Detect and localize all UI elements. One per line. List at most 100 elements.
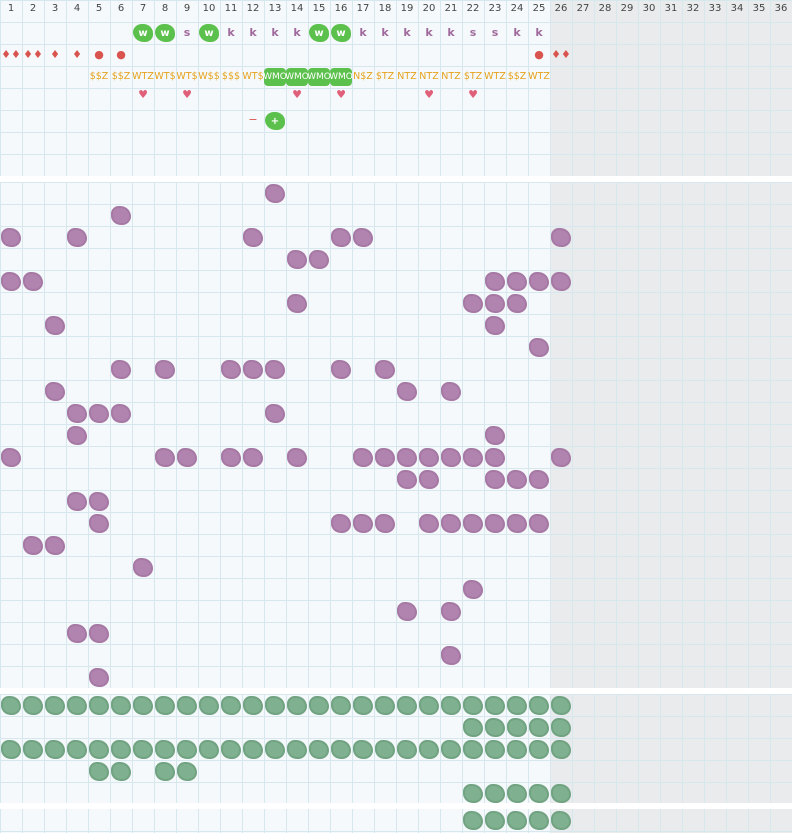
green-blob-icon[interactable] xyxy=(309,696,329,715)
green-blob-icon[interactable] xyxy=(485,784,505,803)
green-blob-icon[interactable] xyxy=(45,740,65,759)
green-blob-icon[interactable] xyxy=(265,696,285,715)
green-blob-icon[interactable] xyxy=(551,811,571,830)
purple-blob-icon[interactable] xyxy=(485,470,505,489)
green-blob-icon[interactable] xyxy=(111,762,131,781)
purple-blob-icon[interactable] xyxy=(375,514,395,533)
purple-blob-icon[interactable] xyxy=(45,536,65,555)
green-blob-icon[interactable] xyxy=(551,696,571,715)
purple-blob-icon[interactable] xyxy=(397,470,417,489)
purple-blob-icon[interactable] xyxy=(221,360,241,379)
purple-blob-icon[interactable] xyxy=(529,338,549,357)
green-blob-icon[interactable] xyxy=(1,696,21,715)
purple-blob-icon[interactable] xyxy=(111,360,131,379)
green-blob-icon[interactable] xyxy=(265,740,285,759)
purple-blob-icon[interactable] xyxy=(331,360,351,379)
green-blob-icon[interactable] xyxy=(353,696,373,715)
purple-blob-icon[interactable] xyxy=(441,602,461,621)
purple-blob-icon[interactable] xyxy=(265,404,285,423)
purple-blob-icon[interactable] xyxy=(551,228,571,247)
green-blob-icon[interactable] xyxy=(331,696,351,715)
purple-blob-icon[interactable] xyxy=(331,228,351,247)
purple-blob-icon[interactable] xyxy=(155,448,175,467)
green-blob-icon[interactable] xyxy=(111,696,131,715)
purple-blob-icon[interactable] xyxy=(441,514,461,533)
green-blob-icon[interactable] xyxy=(111,740,131,759)
green-blob-icon[interactable] xyxy=(243,740,263,759)
green-blob-icon[interactable] xyxy=(507,718,527,737)
purple-blob-icon[interactable] xyxy=(551,272,571,291)
green-blob-icon[interactable] xyxy=(419,740,439,759)
purple-blob-icon[interactable] xyxy=(177,448,197,467)
green-blob-icon[interactable] xyxy=(89,762,109,781)
purple-blob-icon[interactable] xyxy=(309,250,329,269)
purple-blob-icon[interactable] xyxy=(529,470,549,489)
purple-blob-icon[interactable] xyxy=(1,228,21,247)
green-blob-icon[interactable] xyxy=(177,740,197,759)
purple-blob-icon[interactable] xyxy=(89,404,109,423)
green-blob-icon[interactable] xyxy=(45,696,65,715)
purple-blob-icon[interactable] xyxy=(89,514,109,533)
green-blob-icon[interactable] xyxy=(67,740,87,759)
purple-blob-icon[interactable] xyxy=(353,448,373,467)
purple-blob-icon[interactable] xyxy=(463,294,483,313)
purple-blob-icon[interactable] xyxy=(375,448,395,467)
green-blob-icon[interactable] xyxy=(419,696,439,715)
green-blob-icon[interactable] xyxy=(529,784,549,803)
row3-code-badge[interactable]: WMO xyxy=(286,68,308,86)
purple-blob-icon[interactable] xyxy=(485,272,505,291)
green-blob-icon[interactable] xyxy=(551,740,571,759)
green-blob-icon[interactable] xyxy=(67,696,87,715)
purple-blob-icon[interactable] xyxy=(529,272,549,291)
purple-blob-icon[interactable] xyxy=(133,558,153,577)
purple-blob-icon[interactable] xyxy=(463,448,483,467)
purple-blob-icon[interactable] xyxy=(287,448,307,467)
purple-blob-icon[interactable] xyxy=(67,404,87,423)
green-blob-icon[interactable] xyxy=(529,740,549,759)
purple-blob-icon[interactable] xyxy=(441,448,461,467)
row3-code-badge[interactable]: WMO xyxy=(330,68,352,86)
purple-blob-icon[interactable] xyxy=(23,272,43,291)
green-blob-icon[interactable] xyxy=(529,718,549,737)
w-badge-icon[interactable]: w xyxy=(331,24,351,42)
purple-blob-icon[interactable] xyxy=(287,294,307,313)
green-blob-icon[interactable] xyxy=(23,740,43,759)
purple-blob-icon[interactable] xyxy=(265,360,285,379)
green-blob-icon[interactable] xyxy=(1,740,21,759)
w-badge-icon[interactable]: w xyxy=(309,24,329,42)
purple-blob-icon[interactable] xyxy=(265,184,285,203)
green-blob-icon[interactable] xyxy=(507,696,527,715)
minus-icon[interactable]: − xyxy=(248,113,258,126)
purple-blob-icon[interactable] xyxy=(375,360,395,379)
purple-blob-icon[interactable] xyxy=(551,448,571,467)
purple-blob-icon[interactable] xyxy=(1,448,21,467)
w-badge-icon[interactable]: w xyxy=(199,24,219,42)
green-blob-icon[interactable] xyxy=(507,784,527,803)
purple-blob-icon[interactable] xyxy=(45,382,65,401)
purple-blob-icon[interactable] xyxy=(507,294,527,313)
purple-blob-icon[interactable] xyxy=(331,514,351,533)
green-blob-icon[interactable] xyxy=(397,740,417,759)
purple-blob-icon[interactable] xyxy=(67,426,87,445)
purple-blob-icon[interactable] xyxy=(485,426,505,445)
purple-blob-icon[interactable] xyxy=(1,272,21,291)
purple-blob-icon[interactable] xyxy=(45,316,65,335)
purple-blob-icon[interactable] xyxy=(419,470,439,489)
purple-blob-icon[interactable] xyxy=(243,228,263,247)
green-blob-icon[interactable] xyxy=(199,740,219,759)
purple-blob-icon[interactable] xyxy=(419,514,439,533)
purple-blob-icon[interactable] xyxy=(221,448,241,467)
green-blob-icon[interactable] xyxy=(441,740,461,759)
green-blob-icon[interactable] xyxy=(23,696,43,715)
purple-blob-icon[interactable] xyxy=(441,382,461,401)
purple-blob-icon[interactable] xyxy=(67,492,87,511)
green-blob-icon[interactable] xyxy=(331,740,351,759)
purple-blob-icon[interactable] xyxy=(353,514,373,533)
plus-icon[interactable]: + xyxy=(265,112,285,130)
row3-code-badge[interactable]: WMO xyxy=(308,68,330,86)
green-blob-icon[interactable] xyxy=(485,696,505,715)
purple-blob-icon[interactable] xyxy=(529,514,549,533)
purple-blob-icon[interactable] xyxy=(485,514,505,533)
green-blob-icon[interactable] xyxy=(375,740,395,759)
green-blob-icon[interactable] xyxy=(485,740,505,759)
